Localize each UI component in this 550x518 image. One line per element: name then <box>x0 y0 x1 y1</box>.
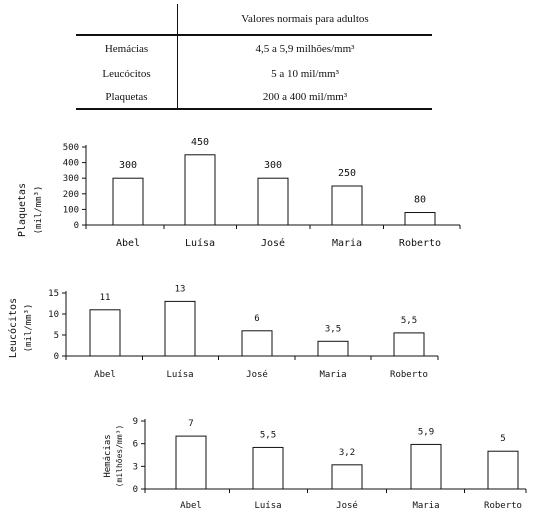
bar <box>164 300 196 357</box>
y-tick-label: 0 <box>133 485 138 495</box>
bar-value-label: 5,5 <box>260 430 276 440</box>
bar-value-label: 80 <box>414 195 426 206</box>
y-tick-label: 0 <box>54 352 59 362</box>
y-tick-label: 3 <box>133 462 138 472</box>
bar <box>184 154 216 226</box>
x-category-label: José <box>246 369 268 380</box>
y-tick-label: 400 <box>63 159 79 169</box>
x-category-label: Abel <box>180 501 202 511</box>
bar-value-label: 11 <box>100 293 111 303</box>
x-category-label: Roberto <box>390 370 428 380</box>
table-row-value: 4,5 a 5,9 milhões/mm³ <box>255 43 355 55</box>
x-category-label: Maria <box>332 238 362 249</box>
bar-value-label: 3,5 <box>325 324 341 334</box>
bar-value-label: 5,9 <box>418 427 434 437</box>
bar <box>331 185 363 226</box>
table-row: Hemácias 4,5 a 5,9 milhões/mm³ <box>76 35 432 62</box>
reference-values-table: Valores normais para adultos Hemácias 4,… <box>76 4 432 110</box>
bar-value-label: 5,5 <box>401 316 417 326</box>
y-tick-label: 15 <box>48 289 59 299</box>
x-category-label: José <box>336 500 358 511</box>
leucocitos-chart: Leucócitos (mil/mm³) 0 5 10 15 11 Abel 13 Luísa… <box>0 280 550 384</box>
table-row: Leucócitos 5 a 10 mil/mm³ <box>76 62 432 85</box>
bar-value-label: 300 <box>119 160 137 171</box>
bar-value-label: 7 <box>188 419 193 429</box>
x-category-label: Roberto <box>399 238 441 249</box>
table-row-label: Hemácias <box>76 35 178 62</box>
x-category-label: Abel <box>94 370 116 380</box>
bar <box>252 446 284 490</box>
bar-value-label: 450 <box>191 137 209 148</box>
x-category-label: Maria <box>412 501 439 511</box>
table-row: Plaquetas 200 a 400 mil/mm³ <box>76 85 432 110</box>
bar <box>317 340 349 357</box>
y-axis-unit: (mil/mm³) <box>24 304 34 353</box>
y-tick-label: 200 <box>63 190 79 200</box>
y-axis-label: Plaquetas <box>17 183 28 237</box>
table-header-title: Valores normais para adultos <box>177 4 432 36</box>
bar <box>487 450 519 490</box>
bar-value-label: 5 <box>500 434 505 444</box>
y-axis-label: Leucócitos <box>7 298 19 358</box>
y-tick-label: 0 <box>74 221 79 231</box>
bar <box>393 332 425 357</box>
bar-value-label: 6 <box>254 314 259 324</box>
y-axis-label: Hemácias <box>103 434 113 477</box>
hemacias-chart-svg: Hemácias (milhões/mm³) 0 3 6 9 7 Abel 5,5 Luísa… <box>103 417 527 511</box>
y-axis-unit: (milhões/mm³) <box>115 425 124 488</box>
x-category-label: Abel <box>116 238 140 249</box>
plaquetas-chart-svg: Plaquetas (mil/mm³) 0 100 200 300 400 500 300 A… <box>17 137 461 249</box>
x-category-label: José <box>261 237 285 249</box>
y-axis-unit: (mil/mm³) <box>34 186 44 235</box>
leucocitos-chart-svg: Leucócitos (mil/mm³) 0 5 10 15 11 Abel 13 Luísa… <box>7 284 439 380</box>
y-tick-label: 9 <box>133 417 138 427</box>
y-tick-label: 5 <box>54 331 59 341</box>
bar <box>331 464 363 490</box>
bar <box>257 177 289 226</box>
bar <box>410 443 442 490</box>
x-category-label: Luísa <box>166 370 193 380</box>
x-category-label: Luísa <box>254 501 281 511</box>
bar <box>89 309 121 357</box>
bar-value-label: 300 <box>264 160 282 171</box>
y-tick-label: 300 <box>63 174 79 184</box>
plaquetas-chart: Plaquetas (mil/mm³) 0 100 200 300 400 500 300 A… <box>0 128 550 256</box>
bar-value-label: 3,2 <box>339 448 355 458</box>
x-category-label: Roberto <box>484 501 522 511</box>
y-tick-label: 500 <box>63 143 79 153</box>
table-row-value: 200 a 400 mil/mm³ <box>177 85 432 110</box>
bar <box>241 330 273 357</box>
y-tick-label: 100 <box>63 205 79 215</box>
x-category-label: Maria <box>319 370 346 380</box>
hemacias-chart: Hemácias (milhões/mm³) 0 3 6 9 7 Abel 5,5 Luísa… <box>0 408 550 518</box>
x-category-label: Luísa <box>185 237 215 249</box>
table-row-label: Leucócitos <box>76 62 178 85</box>
bar <box>112 177 144 226</box>
table-row-value: 5 a 10 mil/mm³ <box>271 67 339 80</box>
y-tick-label: 6 <box>133 440 138 450</box>
bar-value-label: 250 <box>338 168 356 179</box>
bar <box>404 212 436 226</box>
table-corner-cell <box>76 4 178 36</box>
bar <box>175 435 207 490</box>
table-row-label: Plaquetas <box>76 85 178 110</box>
y-tick-label: 10 <box>48 310 59 320</box>
bar-value-label: 13 <box>175 284 186 294</box>
table-header-row: Valores normais para adultos <box>76 4 432 36</box>
